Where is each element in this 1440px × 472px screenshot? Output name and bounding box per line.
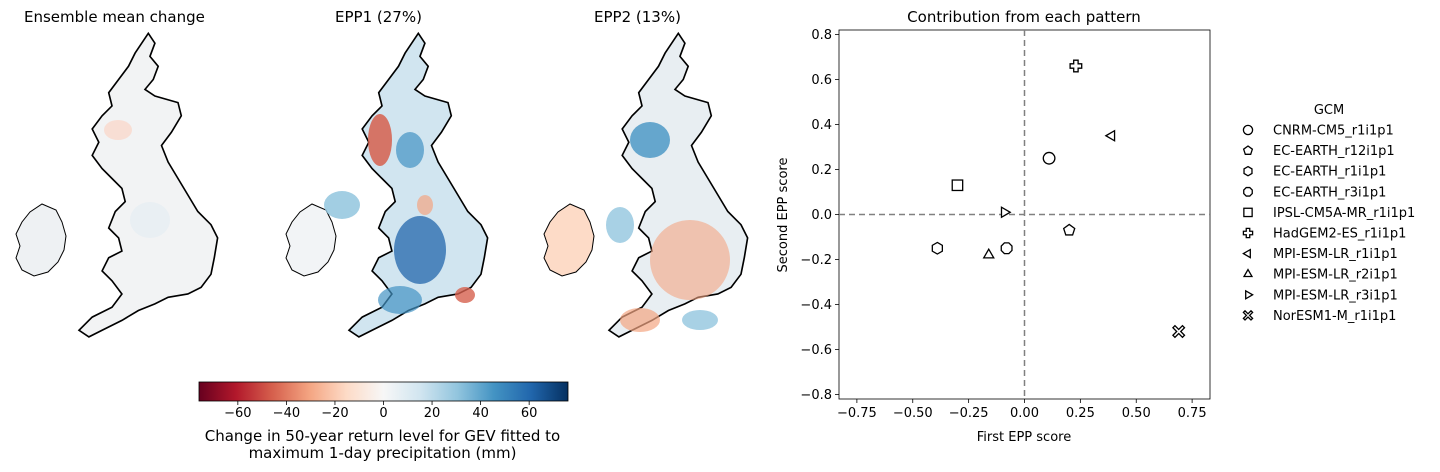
point-MPI-ESM-LR_r1i1p1 (1104, 129, 1116, 142)
colorbar-tick-label: −60 (224, 406, 252, 421)
legend-marker-EC-EARTH_r1i1p1 (1243, 165, 1253, 177)
legend: GCM CNRM-CM5_r1i1p1 EC-EARTH_r12i1p1 EC-EA… (1242, 103, 1415, 324)
y-tick-label: −0.6 (800, 343, 832, 358)
colorbar-label: Change in 50-year return level for GEV f… (150, 428, 615, 462)
reference-lines (839, 30, 1210, 399)
x-tick-label: −0.50 (893, 406, 933, 421)
x-axis-label: First EPP score (977, 430, 1071, 445)
legend-marker-IPSL-CM5A-MR_r1i1p1 (1243, 207, 1253, 218)
legend-marker-EC-EARTH_r12i1p1 (1242, 145, 1254, 155)
map-title-ensemble: Ensemble mean change (24, 8, 205, 26)
colorbar-tick-label: 40 (472, 406, 489, 421)
colorbar-label-line2: maximum 1-day precipitation (mm) (248, 444, 517, 462)
colorbar-tick-label: 20 (423, 406, 441, 421)
point-CNRM-CM5_r1i1p1 (1042, 151, 1056, 165)
legend-marker-CNRM-CM5_r1i1p1 (1242, 124, 1254, 136)
y-tick-label: 0.8 (811, 28, 832, 43)
legend-title: GCM (1314, 103, 1344, 118)
point-MPI-ESM-LR_r2i1p1 (982, 247, 995, 259)
x-tick-label: −0.75 (837, 406, 877, 421)
legend-label: MPI-ESM-LR_r3i1p1 (1273, 288, 1398, 303)
point-IPSL-CM5A-MR_r1i1p1 (951, 179, 964, 192)
map-epp1 (285, 32, 489, 338)
y-tick-label: −0.8 (800, 388, 832, 403)
y-tick-label: −0.4 (800, 298, 832, 313)
legend-label: EC-EARTH_r1i1p1 (1273, 165, 1386, 180)
axis-ticks: −0.75 −0.50 −0.25 0.00 0.25 0.50 0.75 −0.8 −0.6 −… (800, 28, 1206, 421)
map-ensemble-mean (15, 32, 219, 338)
point-NorESM1-M_r1i1p1 (1171, 324, 1186, 339)
point-EC-EARTH_r1i1p1 (931, 241, 944, 255)
scatter-points (931, 59, 1186, 339)
legend-marker-MPI-ESM-LR_r3i1p1 (1245, 289, 1254, 300)
legend-marker-NorESM1-M_r1i1p1 (1242, 309, 1254, 321)
point-MPI-ESM-LR_r3i1p1 (1000, 206, 1012, 219)
legend-label: MPI-ESM-LR_r1i1p1 (1273, 247, 1398, 262)
colorbar-tick-label: 0 (379, 406, 388, 421)
legend-marker-EC-EARTH_r3i1p1 (1243, 186, 1253, 197)
legend-label: CNRM-CM5_r1i1p1 (1273, 124, 1394, 139)
x-tick-label: −0.25 (949, 406, 989, 421)
colorbar-label-line1: Change in 50-year return level for GEV f… (204, 427, 561, 445)
x-tick-label: 0.25 (1066, 406, 1095, 421)
y-axis-label: Second EPP score (776, 158, 791, 273)
legend-label: EC-EARTH_r3i1p1 (1273, 185, 1386, 200)
x-tick-label: 0.50 (1122, 406, 1151, 421)
legend-label: EC-EARTH_r12i1p1 (1273, 144, 1395, 159)
y-tick-label: 0.6 (811, 73, 832, 88)
colorbar-tick-label: −20 (321, 406, 349, 421)
colorbar-tick-label: −40 (272, 406, 301, 421)
y-tick-label: 0.0 (811, 208, 832, 223)
y-tick-label: 0.4 (811, 118, 832, 133)
point-EC-EARTH_r12i1p1 (1062, 223, 1076, 236)
y-tick-label: −0.2 (800, 253, 832, 268)
legend-label: HadGEM2-ES_r1i1p1 (1273, 227, 1406, 242)
map-title-epp1: EPP1 (27%) (335, 8, 422, 26)
point-EC-EARTH_r3i1p1 (1000, 242, 1013, 255)
map-epp2 (543, 32, 749, 338)
scatter-plot: −0.75 −0.50 −0.25 0.00 0.25 0.50 0.75 −0.8 −0.6 −… (776, 8, 1211, 445)
legend-label: IPSL-CM5A-MR_r1i1p1 (1273, 206, 1415, 221)
x-tick-label: 0.75 (1178, 406, 1207, 421)
legend-marker-MPI-ESM-LR_r2i1p1 (1242, 268, 1254, 278)
point-HadGEM2-ES_r1i1p1 (1069, 59, 1083, 73)
legend-marker-HadGEM2-ES_r1i1p1 (1242, 227, 1254, 239)
legend-label: NorESM1-M_r1i1p1 (1273, 309, 1396, 324)
colorbar-ticks (237, 401, 530, 405)
chart-title: Contribution from each pattern (907, 8, 1141, 26)
y-tick-label: 0.2 (811, 163, 832, 178)
colorbar (198, 381, 569, 405)
colorbar-tick-label: 60 (520, 406, 538, 421)
legend-marker-MPI-ESM-LR_r1i1p1 (1242, 248, 1251, 259)
legend-label: MPI-ESM-LR_r2i1p1 (1273, 268, 1398, 283)
map-title-epp2: EPP2 (13%) (594, 8, 681, 26)
x-tick-label: 0.00 (1010, 406, 1039, 421)
